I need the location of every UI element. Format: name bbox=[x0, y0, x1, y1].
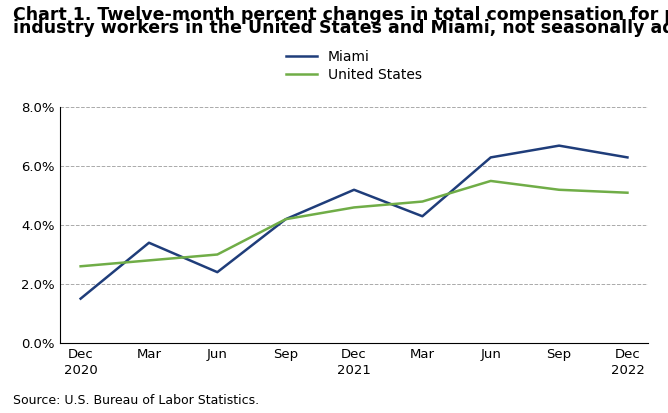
Legend: Miami, United States: Miami, United States bbox=[286, 50, 422, 82]
Text: Source: U.S. Bureau of Labor Statistics.: Source: U.S. Bureau of Labor Statistics. bbox=[13, 394, 259, 407]
Text: industry workers in the United States and Miami, not seasonally adjusted: industry workers in the United States an… bbox=[13, 19, 668, 37]
Text: Chart 1. Twelve-month percent changes in total compensation for private: Chart 1. Twelve-month percent changes in… bbox=[13, 6, 668, 24]
